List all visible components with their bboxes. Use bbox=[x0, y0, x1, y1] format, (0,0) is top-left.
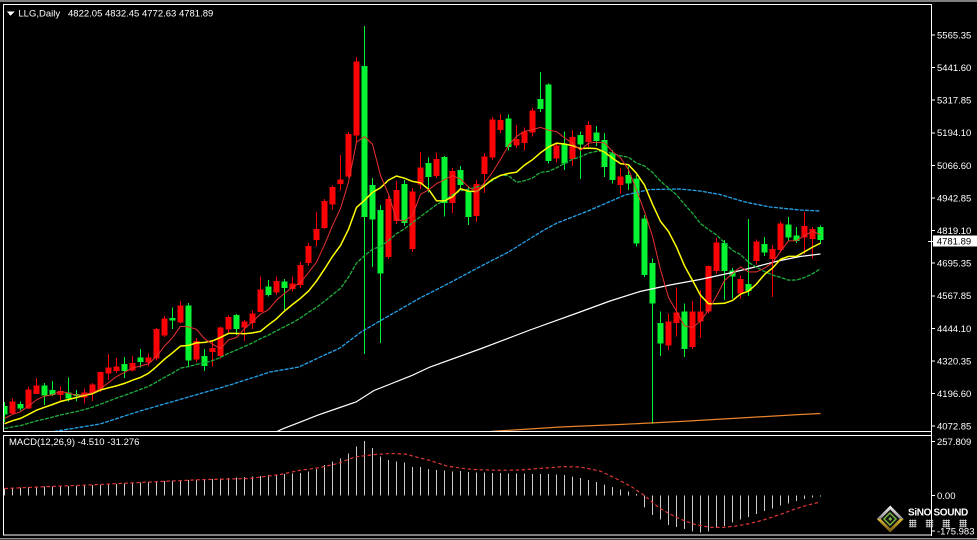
svg-text:4196.60: 4196.60 bbox=[937, 389, 971, 400]
svg-text:SiNO SOUND: SiNO SOUND bbox=[908, 507, 968, 518]
svg-text:0.00: 0.00 bbox=[937, 491, 956, 502]
svg-text:4695.35: 4695.35 bbox=[937, 259, 971, 270]
svg-text:4320.35: 4320.35 bbox=[937, 356, 971, 367]
svg-text:4942.85: 4942.85 bbox=[937, 193, 971, 204]
svg-text:4781.89: 4781.89 bbox=[937, 237, 971, 248]
svg-text:4819.10: 4819.10 bbox=[937, 226, 971, 237]
svg-text:4444.10: 4444.10 bbox=[937, 324, 971, 335]
svg-text:MACD(12,26,9) -4.510 -31.276: MACD(12,26,9) -4.510 -31.276 bbox=[9, 437, 139, 448]
svg-text:5194.10: 5194.10 bbox=[937, 128, 971, 139]
svg-text:5565.35: 5565.35 bbox=[937, 30, 971, 41]
svg-text:-175.983: -175.983 bbox=[937, 526, 975, 537]
svg-text:5317.85: 5317.85 bbox=[937, 96, 971, 107]
svg-text:4567.85: 4567.85 bbox=[937, 291, 971, 302]
svg-text:5066.60: 5066.60 bbox=[937, 161, 971, 172]
svg-text:5441.60: 5441.60 bbox=[937, 63, 971, 74]
svg-text:4072.85: 4072.85 bbox=[937, 422, 971, 433]
svg-text:LLG,Daily 4822.05 4832.45 47: LLG,Daily 4822.05 4832.45 4772.63 4781.8… bbox=[18, 8, 213, 19]
svg-text:257.809: 257.809 bbox=[937, 437, 971, 448]
